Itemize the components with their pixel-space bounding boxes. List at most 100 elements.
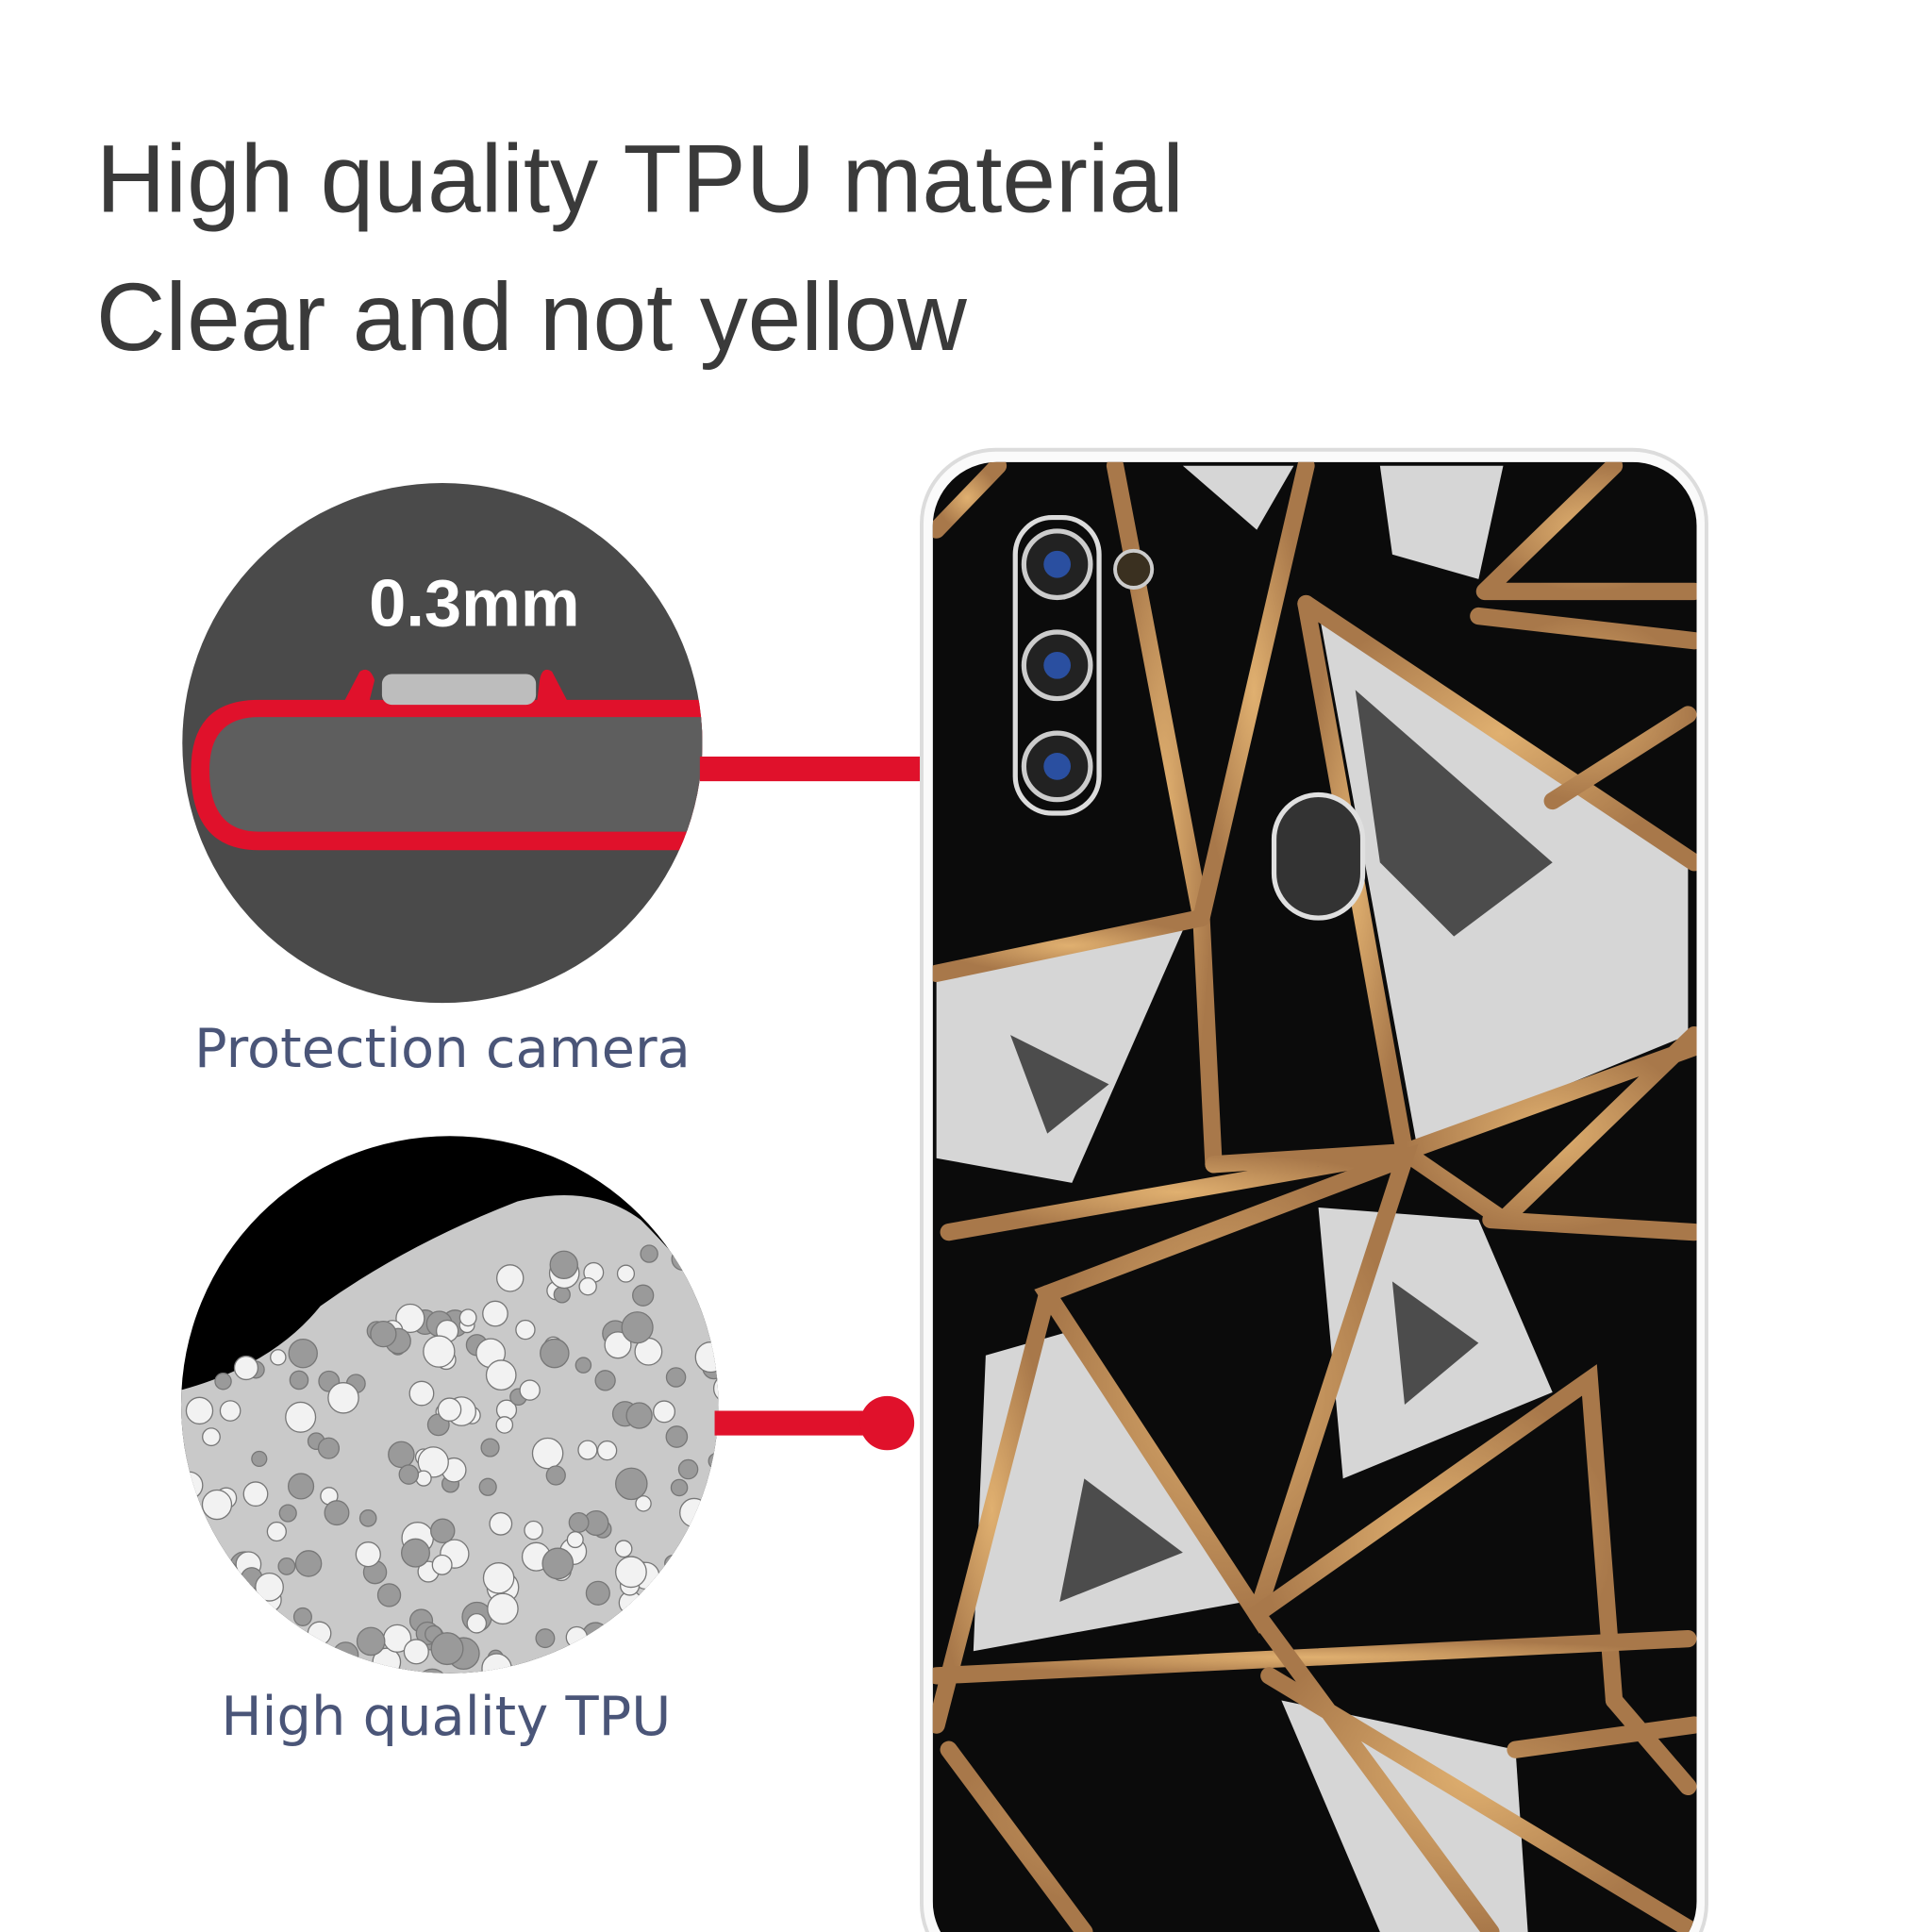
tpu-pellet — [553, 1286, 571, 1304]
camera-lip-cross-section-icon: 0.3mm — [182, 483, 703, 1004]
tpu-pellet — [408, 1380, 435, 1407]
tpu-pellet — [370, 1320, 397, 1348]
tpu-pellet — [615, 1556, 647, 1589]
tpu-pellet — [307, 1621, 332, 1646]
tpu-pellet — [317, 1437, 341, 1459]
tpu-pellet — [180, 1658, 200, 1674]
tpu-pellet — [546, 1656, 566, 1674]
tpu-pellet — [481, 1653, 512, 1674]
heading-line-1: High quality TPU material — [96, 125, 1184, 233]
tpu-pellet — [388, 1441, 415, 1469]
tpu-pellet — [214, 1372, 232, 1391]
tpu-pellet — [487, 1592, 519, 1625]
heading-line-2: Clear and not yellow — [96, 263, 967, 371]
tpu-pellet — [664, 1555, 682, 1573]
tpu-pellets-icon — [180, 1136, 719, 1674]
tpu-pellet — [635, 1495, 652, 1512]
tpu-pellet — [671, 1247, 694, 1271]
tpu-pellet — [577, 1440, 598, 1460]
tpu-pellet — [704, 1585, 719, 1618]
camera-module — [1012, 514, 1102, 816]
tpu-pellet — [478, 1477, 497, 1496]
tpu-pellet — [579, 1657, 597, 1674]
tpu-pellet — [185, 1396, 214, 1425]
tpu-pellet — [332, 1641, 359, 1669]
tpu-pellet — [288, 1338, 318, 1369]
tpu-pellet — [663, 1663, 687, 1674]
tpu-pellet — [594, 1370, 616, 1391]
tpu-pellet — [596, 1440, 618, 1461]
callout-dot-tpu — [859, 1395, 915, 1451]
tpu-pellet — [202, 1427, 221, 1447]
tpu-pellet — [437, 1397, 462, 1422]
tpu-pellet — [417, 1446, 449, 1478]
tpu-pellet — [430, 1518, 456, 1543]
tpu-pellet — [625, 1402, 653, 1429]
tpu-pellet — [701, 1628, 719, 1653]
tpu-pellet — [285, 1401, 317, 1433]
tpu-pellet — [403, 1639, 429, 1665]
tpu-pellet — [242, 1481, 269, 1507]
tpu-pellet — [266, 1521, 287, 1542]
callout-label-tpu: High quality TPU — [221, 1685, 671, 1748]
tpu-pellet — [324, 1500, 350, 1526]
tpu-pellet — [708, 1233, 719, 1264]
tpu-pellet — [653, 1400, 676, 1424]
tpu-pellet — [670, 1478, 689, 1497]
phone-case — [920, 447, 1708, 1932]
tpu-pellet — [495, 1264, 525, 1292]
tpu-pellet — [255, 1572, 284, 1602]
tpu-pellet — [541, 1547, 575, 1580]
tpu-pellet — [702, 1289, 719, 1313]
tpu-pellet — [430, 1632, 464, 1666]
tpu-pellet — [416, 1668, 448, 1674]
tpu-pellet — [545, 1465, 566, 1486]
tpu-pellet — [212, 1575, 245, 1607]
tpu-pellet — [515, 1319, 536, 1341]
camera-lens-icon — [1021, 528, 1093, 803]
tpu-pellet — [679, 1497, 709, 1528]
tpu-pellet — [358, 1509, 377, 1527]
tpu-pellet — [423, 1335, 456, 1368]
tpu-pellet — [180, 1531, 188, 1553]
tpu-pellet — [207, 1633, 225, 1651]
tpu-pellet — [287, 1473, 315, 1500]
tpu-pellet — [180, 1578, 214, 1612]
tpu-pellet — [495, 1416, 514, 1434]
tpu-pellet — [708, 1452, 719, 1470]
tpu-pellet — [431, 1554, 453, 1575]
callout-label-camera: Protection camera — [194, 1017, 691, 1080]
tpu-pellet — [277, 1557, 296, 1575]
tpu-pellet — [290, 1661, 313, 1674]
tpu-pellet — [524, 1520, 543, 1541]
tpu-pellet — [270, 1349, 287, 1366]
tpu-pellet — [640, 1244, 658, 1263]
tpu-pellet — [616, 1264, 636, 1283]
tpu-pellet — [604, 1331, 632, 1359]
tpu-pellet — [568, 1512, 590, 1533]
tpu-pellet — [528, 1661, 546, 1674]
fingerprint-cutout — [1271, 791, 1366, 921]
tpu-pellet — [535, 1628, 556, 1649]
tpu-pellet — [278, 1504, 297, 1523]
tpu-pellet — [531, 1437, 564, 1470]
tpu-pellet — [180, 1612, 200, 1645]
tpu-pellet — [694, 1341, 719, 1374]
tpu-pellet — [566, 1531, 584, 1549]
tpu-pellet — [485, 1359, 517, 1391]
tpu-pellet — [489, 1511, 513, 1536]
tpu-pellet — [251, 1450, 268, 1468]
tpu-pellet — [180, 1471, 204, 1500]
tpu-pellet — [180, 1435, 185, 1460]
tpu-pellet — [578, 1276, 597, 1296]
tpu-pellet — [712, 1374, 719, 1403]
tpu-pellet — [660, 1217, 689, 1245]
tpu-pellet — [565, 1625, 589, 1649]
tpu-pellet — [355, 1541, 381, 1568]
tpu-pellet — [549, 1250, 578, 1280]
tpu-pellet — [615, 1467, 648, 1501]
tpu-pellet — [482, 1562, 515, 1594]
tpu-pellet — [540, 1338, 570, 1369]
tpu-pellet — [315, 1652, 342, 1674]
